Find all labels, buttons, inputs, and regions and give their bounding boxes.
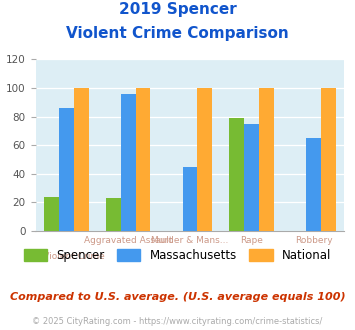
Text: Robbery: Robbery — [295, 236, 332, 245]
Text: 2019 Spencer: 2019 Spencer — [119, 2, 236, 16]
Bar — [229, 118, 244, 231]
Text: All Violent Crime: All Violent Crime — [28, 252, 104, 261]
Text: Compared to U.S. average. (U.S. average equals 100): Compared to U.S. average. (U.S. average … — [10, 292, 345, 302]
Bar — [59, 108, 74, 231]
Text: Murder & Mans...: Murder & Mans... — [151, 236, 229, 245]
Bar — [74, 88, 89, 231]
Bar — [306, 138, 321, 231]
Text: © 2025 CityRating.com - https://www.cityrating.com/crime-statistics/: © 2025 CityRating.com - https://www.city… — [32, 317, 323, 326]
Bar — [197, 88, 212, 231]
Bar — [44, 197, 59, 231]
Bar — [259, 88, 274, 231]
Text: Rape: Rape — [240, 236, 263, 245]
Bar — [182, 167, 197, 231]
Bar — [121, 94, 136, 231]
Bar — [106, 198, 121, 231]
Bar — [136, 88, 151, 231]
Legend: Spencer, Massachusetts, National: Spencer, Massachusetts, National — [19, 244, 336, 266]
Bar — [321, 88, 336, 231]
Bar — [244, 124, 259, 231]
Text: Aggravated Assault: Aggravated Assault — [84, 236, 173, 245]
Text: Violent Crime Comparison: Violent Crime Comparison — [66, 26, 289, 41]
